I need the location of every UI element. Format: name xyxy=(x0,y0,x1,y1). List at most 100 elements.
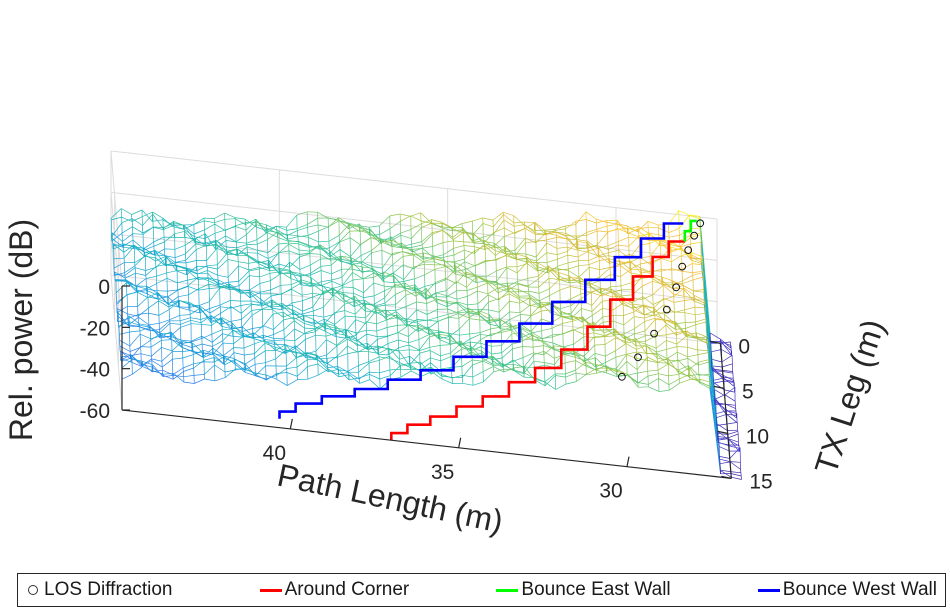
mesh-segment xyxy=(233,352,245,356)
mesh-segment xyxy=(720,342,732,352)
mesh-segment xyxy=(255,374,267,381)
mesh-segment xyxy=(692,272,704,276)
mesh-segment xyxy=(531,335,543,340)
mesh-segment xyxy=(338,372,349,375)
mesh-segment xyxy=(128,315,140,325)
mesh-segment xyxy=(508,293,520,300)
mesh-segment xyxy=(447,311,459,315)
mesh-segment xyxy=(414,274,425,280)
mesh-segment xyxy=(168,300,180,308)
mesh-segment xyxy=(244,363,256,371)
mesh-segment xyxy=(622,300,634,307)
y-tick xyxy=(721,475,732,479)
mesh-segment xyxy=(692,276,704,281)
mesh-segment xyxy=(408,327,419,337)
mesh-segment xyxy=(235,226,247,231)
mesh-segment xyxy=(256,232,268,240)
mesh-segment xyxy=(469,332,481,335)
mesh-segment xyxy=(575,211,587,225)
mesh-segment xyxy=(596,218,607,223)
mesh-segment xyxy=(607,228,619,233)
mesh-segment xyxy=(600,287,612,290)
mesh-segment xyxy=(412,248,423,250)
mesh-segment xyxy=(673,287,685,297)
mesh-segment xyxy=(452,228,464,234)
mesh-segment xyxy=(256,224,268,229)
mesh-segment xyxy=(574,356,586,361)
mesh-segment xyxy=(653,311,665,316)
mesh-segment xyxy=(328,368,340,378)
mesh-segment xyxy=(184,231,196,244)
mesh-segment xyxy=(546,252,558,256)
mesh-segment xyxy=(150,340,162,348)
mesh-segment xyxy=(476,275,488,281)
mesh-segment xyxy=(642,280,653,287)
mesh-segment xyxy=(719,456,730,459)
mesh-segment xyxy=(514,369,525,374)
mesh-segment xyxy=(557,262,569,267)
mesh-segment xyxy=(623,328,635,335)
mesh-segment xyxy=(317,224,329,228)
mesh-segment xyxy=(694,299,706,304)
mesh-segment xyxy=(191,335,202,342)
mesh-segment xyxy=(310,258,321,266)
mesh-segment xyxy=(263,334,274,339)
mesh-segment xyxy=(242,326,253,336)
mesh-segment xyxy=(604,337,616,345)
mesh-segment xyxy=(185,243,197,255)
mesh-segment xyxy=(324,330,336,337)
mesh-segment xyxy=(509,314,521,320)
mesh-segment xyxy=(336,336,348,346)
mesh-segment xyxy=(331,280,343,287)
grid-line-z xyxy=(110,150,718,220)
mesh-segment xyxy=(627,372,638,376)
mesh-segment xyxy=(327,366,339,368)
mesh-segment xyxy=(699,381,711,387)
mesh-segment xyxy=(596,369,607,374)
mesh-segment xyxy=(179,300,190,303)
mesh-segment xyxy=(583,321,594,327)
mesh-segment xyxy=(333,292,344,295)
mesh-segment xyxy=(439,339,450,345)
mesh-segment xyxy=(507,283,519,291)
mesh-segment xyxy=(725,403,736,409)
mesh-segment xyxy=(214,218,225,224)
mesh-segment xyxy=(413,261,425,270)
mesh-segment xyxy=(530,304,542,316)
mesh-segment xyxy=(639,257,651,265)
mesh-segment xyxy=(544,373,556,383)
mesh-segment xyxy=(419,346,430,352)
mesh-segment xyxy=(227,248,238,253)
mesh-segment xyxy=(672,285,684,290)
mesh-segment xyxy=(379,355,390,361)
mesh-segment xyxy=(460,341,471,346)
x-tick-label: 40 xyxy=(263,442,286,465)
mesh-segment xyxy=(719,458,731,462)
mesh-segment xyxy=(557,254,568,260)
mesh-segment xyxy=(576,373,587,382)
mesh-segment xyxy=(590,288,602,293)
mesh-segment xyxy=(466,286,478,291)
mesh-segment xyxy=(215,240,227,252)
mesh-segment xyxy=(222,330,234,341)
mesh-segment xyxy=(442,223,453,229)
mesh-segment xyxy=(214,229,226,234)
grid-line-z xyxy=(110,192,123,328)
mesh-segment xyxy=(620,269,632,277)
mesh-segment xyxy=(219,285,230,287)
mesh-segment xyxy=(354,303,366,315)
mesh-segment xyxy=(570,286,581,289)
mesh-segment xyxy=(449,339,461,346)
mesh-segment xyxy=(521,333,533,341)
mesh-segment xyxy=(114,271,126,279)
mesh-segment xyxy=(687,354,699,358)
mesh-segment xyxy=(176,270,187,276)
mesh-segment xyxy=(204,220,215,224)
mesh-segment xyxy=(379,369,390,374)
mesh-segment xyxy=(456,281,467,288)
mesh-segment xyxy=(330,258,341,261)
mesh-segment xyxy=(454,262,466,268)
mesh-segment xyxy=(139,326,151,332)
mesh-segment xyxy=(294,332,306,342)
mesh-segment xyxy=(417,327,429,335)
